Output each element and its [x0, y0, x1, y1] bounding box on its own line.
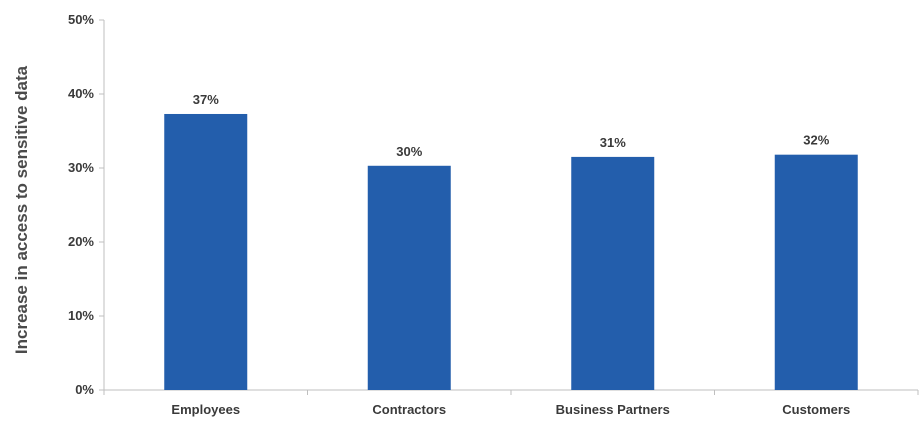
- category-label: Business Partners: [556, 402, 670, 417]
- y-tick-label: 50%: [68, 12, 94, 27]
- y-axis-ticks: 0% 10% 20% 30% 40% 50%: [68, 12, 104, 397]
- category-label: Customers: [782, 402, 850, 417]
- y-tick-label: 40%: [68, 86, 94, 101]
- bar: [571, 156, 655, 390]
- y-axis-title: Increase in access to sensitive data: [12, 65, 31, 354]
- y-tick-label: 10%: [68, 308, 94, 323]
- bars: [164, 113, 858, 390]
- data-label: 30%: [396, 144, 422, 159]
- bar: [774, 154, 858, 390]
- bar: [164, 113, 248, 390]
- y-tick-label: 20%: [68, 234, 94, 249]
- data-label: 37%: [193, 92, 219, 107]
- y-axis-title-group: Increase in access to sensitive data: [12, 65, 31, 354]
- data-label: 31%: [600, 135, 626, 150]
- category-label: Contractors: [372, 402, 446, 417]
- category-labels: Employees Contractors Business Partners Cus…: [171, 402, 850, 417]
- bar: [367, 165, 451, 390]
- y-tick-label: 30%: [68, 160, 94, 175]
- data-label: 32%: [803, 133, 829, 148]
- category-label: Employees: [171, 402, 240, 417]
- y-tick-label: 0%: [75, 382, 94, 397]
- data-labels: 37% 30% 31% 32%: [193, 92, 830, 159]
